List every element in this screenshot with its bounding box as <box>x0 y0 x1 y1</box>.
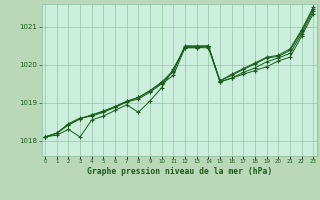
X-axis label: Graphe pression niveau de la mer (hPa): Graphe pression niveau de la mer (hPa) <box>87 167 272 176</box>
